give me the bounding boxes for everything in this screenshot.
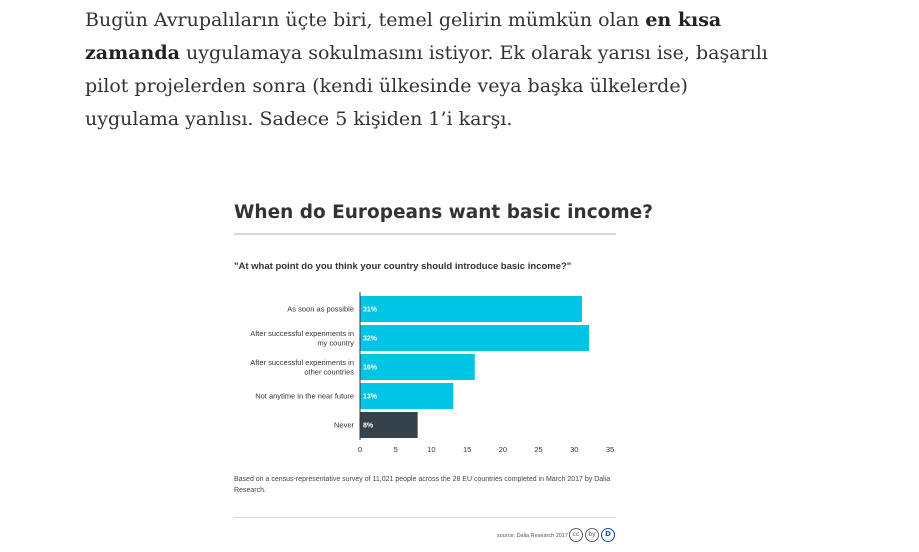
bar <box>360 412 418 438</box>
category-label: After successful experiments in <box>250 329 354 338</box>
article-paragraph: Bugün Avrupalıların üçte biri, temel gel… <box>85 4 785 136</box>
bar-chart: 31% As soon as possible 32% After successfu… <box>250 292 614 454</box>
source-label: source: Dalia Research 2017 <box>497 533 568 539</box>
paragraph-text-start: Bugün Avrupalıların üçte biri, temel gel… <box>85 9 646 31</box>
bar <box>360 325 590 351</box>
x-tick-label: 25 <box>534 445 542 454</box>
survey-figure: When do Europeans want basic income? "At… <box>220 190 653 552</box>
dalia-logo-icon: D <box>601 528 615 542</box>
bar-data-label: 13% <box>363 394 378 401</box>
attribution-icon: by <box>585 528 599 542</box>
bar-data-label: 8% <box>363 423 374 430</box>
bar <box>360 354 475 380</box>
survey-note: Based on a census-representative survey … <box>234 476 611 494</box>
category-label: Never <box>334 421 355 430</box>
paragraph-bold-text: en kısa zamanda <box>85 9 722 64</box>
x-tick-label: 20 <box>499 445 507 454</box>
survey-question: "At what point do you think your country… <box>234 261 572 272</box>
bar-data-label: 31% <box>363 307 378 314</box>
title-divider <box>234 233 616 235</box>
x-tick-label: 0 <box>358 445 362 454</box>
category-label: After successful experiments in <box>250 358 354 367</box>
paragraph-text-end: uygulamaya sokulmasını istiyor. Ek olara… <box>85 42 768 130</box>
x-tick-label: 5 <box>394 445 398 454</box>
category-label: Not anytime in the near future <box>255 392 354 401</box>
cc-license-icon: cc <box>569 528 583 542</box>
x-tick-label: 10 <box>427 445 435 454</box>
x-tick-label: 15 <box>463 445 471 454</box>
category-label: As soon as possible <box>287 305 354 314</box>
x-tick-label: 35 <box>606 445 614 454</box>
category-label: other countries <box>304 367 354 376</box>
figure-title: When do Europeans want basic income? <box>234 202 653 223</box>
bar-data-label: 16% <box>363 365 378 372</box>
x-tick-label: 30 <box>570 445 578 454</box>
footer-divider <box>234 517 616 518</box>
bar <box>360 296 582 322</box>
bar-data-label: 32% <box>363 336 378 343</box>
bar <box>360 383 454 409</box>
category-label: my country <box>317 338 354 347</box>
